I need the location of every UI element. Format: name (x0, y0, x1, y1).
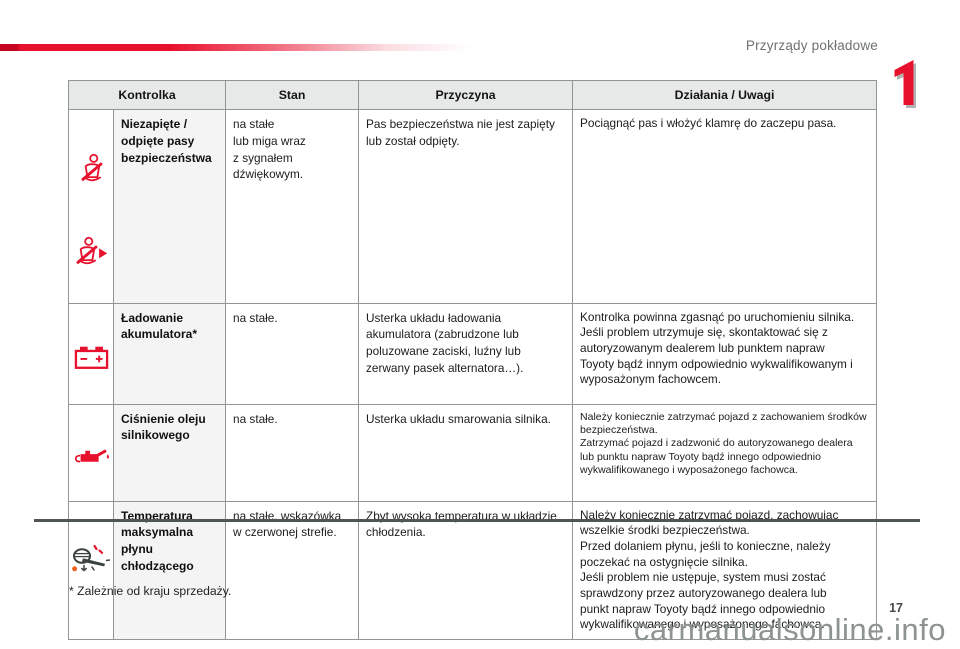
oil-pressure-icon (71, 446, 111, 467)
red-accent-bar (0, 44, 472, 51)
row-battery-przyczyna: Usterka układu ładowania akumulatora (za… (358, 302, 574, 405)
row-seatbelt-przyczyna: Pas bezpieczeństwa nie jest zapięty lub … (358, 109, 574, 304)
oil-icon-cell (68, 403, 114, 502)
row-battery-stan: na stałe. (225, 302, 360, 405)
table-header-row: Kontrolka Stan Przyczyna Działania / Uwa… (67, 80, 878, 110)
table-row-seatbelt: Niezapięte / odpięte pasy bezpieczeństwa… (68, 109, 878, 304)
table-bottom-rule (34, 519, 920, 522)
header-dzialania: Działania / Uwagi (572, 80, 878, 110)
chapter-one-glyph (894, 60, 916, 108)
row-oil-dzialania: Należy koniecznie zatrzymać pojazd z zac… (572, 403, 878, 502)
watermark-text: carmanualsonline.info (633, 612, 946, 647)
row-coolant-dzialania: Należy koniecznie zatrzymać pojazd, zach… (572, 500, 878, 640)
row-coolant-stan: na stałe, wskazówka w czerwonej strefie. (225, 500, 360, 640)
table-row-battery: Ładowanie akumulatora* na stałe. Usterka… (68, 302, 878, 405)
row-coolant-przyczyna: Zbyt wysoka temperatura w układzie chłod… (358, 500, 574, 640)
coolant-temp-icon-cell (68, 500, 114, 640)
row-battery-dzialania: Kontrolka powinna zgasnąć po uruchomieni… (572, 302, 878, 405)
header-stan: Stan (225, 80, 360, 110)
row-battery-name: Ładowanie akumulatora* (112, 302, 227, 405)
footnote: * Zależnie od kraju sprzedaży. (69, 584, 232, 598)
warning-lights-table: Kontrolka Stan Przyczyna Działania / Uwa… (67, 80, 878, 640)
row-seatbelt-dzialania: Pociągnąć pas i włożyć klamrę do zaczepu… (572, 109, 878, 304)
seatbelt-warning-arrow-icon (73, 218, 109, 286)
page-number: 17 (889, 601, 903, 615)
row-oil-stan: na stałe. (225, 403, 360, 502)
seatbelt-warning-icon (78, 135, 105, 203)
header-przyczyna: Przyczyna (358, 80, 574, 110)
seatbelt-icon-cell (68, 109, 114, 304)
row-oil-przyczyna: Usterka układu smarowania silnika. (358, 403, 574, 502)
battery-icon-cell (68, 302, 114, 405)
row-seatbelt-stan: na stałe lub miga wraz z sygnałem dźwięk… (225, 109, 360, 304)
table-row-oil: Ciśnienie oleju silnikowego na stałe. Us… (68, 403, 878, 502)
chapter-number-badge (889, 57, 919, 109)
page-header-label: Przyrządy pokładowe (745, 38, 878, 53)
coolant-temperature-gauge-icon (71, 543, 111, 573)
row-seatbelt-name: Niezapięte / odpięte pasy bezpieczeństwa (112, 109, 227, 304)
table-row-coolant-temp: Temperatura maksymalna płynu chłodzącego… (68, 500, 878, 640)
header-kontrolka: Kontrolka (67, 80, 227, 110)
row-oil-name: Ciśnienie oleju silnikowego (112, 403, 227, 502)
battery-charge-icon (71, 345, 111, 370)
row-coolant-name: Temperatura maksymalna płynu chłodzącego (112, 500, 227, 640)
